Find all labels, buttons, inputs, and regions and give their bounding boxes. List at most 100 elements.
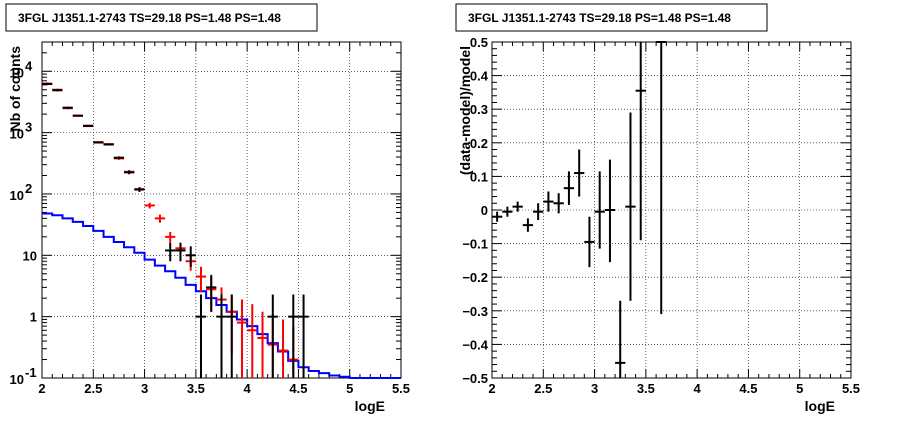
data-point bbox=[604, 159, 616, 263]
x-tick-label: 5 bbox=[796, 381, 803, 396]
y-axis-title: Nb of counts bbox=[7, 46, 23, 132]
data-point bbox=[52, 89, 63, 92]
data-point bbox=[134, 187, 145, 192]
grid bbox=[492, 42, 851, 378]
x-tick-label: 3 bbox=[141, 381, 148, 396]
plot-frame bbox=[491, 41, 852, 379]
y-tick-label: −0.1 bbox=[462, 237, 488, 252]
data-point bbox=[533, 203, 544, 221]
data-point bbox=[236, 299, 248, 378]
data-point bbox=[522, 218, 534, 232]
data-point bbox=[216, 294, 227, 378]
x-axis-title: logE bbox=[355, 398, 385, 414]
x-tick-label: 3.5 bbox=[187, 381, 205, 396]
y-tick-exponent: -1 bbox=[25, 365, 37, 380]
y-tick-label: 0.4 bbox=[470, 69, 489, 84]
x-tick-label: 4.5 bbox=[289, 381, 307, 396]
x-tick-label: 2 bbox=[488, 381, 495, 396]
data-point bbox=[226, 294, 237, 378]
data-point bbox=[247, 304, 258, 378]
data-point bbox=[277, 319, 289, 378]
y-tick-label: 10 2 bbox=[10, 181, 33, 203]
data-point bbox=[553, 193, 564, 214]
y-tick-label: 0.5 bbox=[470, 35, 488, 50]
y-tick-label: −0.4 bbox=[462, 337, 488, 352]
data-point bbox=[625, 112, 636, 301]
chart-title: 3FGL J1351.1-2743 TS=29.18 PS=1.48 PS=1.… bbox=[468, 11, 731, 25]
y-tick-label: 10 -1 bbox=[10, 365, 37, 387]
x-tick-label: 2.5 bbox=[84, 381, 102, 396]
data-point bbox=[62, 106, 73, 109]
x-tick-label: 3 bbox=[591, 381, 598, 396]
x-tick-label: 5.5 bbox=[392, 381, 410, 396]
y-tick-exponent: 4 bbox=[25, 58, 33, 73]
x-axis: 2 2.5 3 3.5 4 4.5 5 5.5 logE bbox=[488, 42, 860, 414]
y-tick-label: 10 4 bbox=[10, 58, 33, 80]
y-tick-label: 0.2 bbox=[470, 136, 488, 151]
x-tick-label: 2.5 bbox=[534, 381, 552, 396]
y-tick-label: 0 bbox=[481, 203, 488, 218]
data-point bbox=[512, 201, 523, 212]
data-point bbox=[165, 231, 176, 243]
y-axis: −0.5 −0.4 −0.3 −0.2 −0.1 0 0.1 0.2 0.3 0.4 0.5(dat… bbox=[457, 35, 851, 386]
data-point bbox=[267, 294, 278, 378]
y-tick-label: 10 3 bbox=[10, 120, 33, 142]
y-tick-exponent: 3 bbox=[25, 120, 32, 135]
title-box bbox=[5, 3, 318, 32]
x-tick-label: 3.5 bbox=[637, 381, 655, 396]
series-3 bbox=[42, 82, 309, 378]
y-tick-base: 10 bbox=[10, 127, 24, 142]
x-tick-label: 4 bbox=[244, 381, 252, 396]
chart-panel-2: 3FGL J1351.1-2743 TS=29.18 PS=1.48 PS=1.… bbox=[455, 3, 860, 414]
data-point bbox=[492, 211, 503, 222]
data-point bbox=[175, 242, 186, 262]
data-point bbox=[144, 202, 155, 209]
data-point bbox=[298, 294, 309, 378]
data-point bbox=[195, 294, 207, 378]
y-tick-base: 10 bbox=[10, 188, 24, 203]
x-tick-label: 5 bbox=[346, 381, 353, 396]
data-point bbox=[195, 266, 207, 293]
data-point bbox=[594, 171, 605, 249]
chart-panel-1: 3FGL J1351.1-2743 TS=29.18 PS=1.48 PS=1.… bbox=[5, 3, 410, 414]
data-point bbox=[83, 125, 94, 128]
data-point bbox=[124, 170, 135, 175]
y-tick-base: 10 bbox=[23, 248, 37, 263]
x-tick-label: 4.5 bbox=[739, 381, 757, 396]
data-point bbox=[257, 311, 268, 378]
y-tick-base: 10 bbox=[10, 372, 24, 387]
data-point bbox=[563, 171, 575, 205]
x-tick-label: 5.5 bbox=[842, 381, 860, 396]
data-point bbox=[543, 191, 554, 212]
data-point bbox=[584, 216, 595, 268]
y-tick-label: −0.2 bbox=[462, 270, 488, 285]
data-point bbox=[42, 82, 53, 86]
data-point bbox=[502, 206, 513, 217]
y-tick-base: 1 bbox=[30, 310, 37, 325]
data-point bbox=[113, 156, 125, 160]
data-point bbox=[154, 214, 166, 223]
x-tick-label: 2 bbox=[38, 381, 45, 396]
y-tick-label: 0.1 bbox=[470, 169, 488, 184]
data-point bbox=[574, 149, 585, 197]
y-tick-label: 0.3 bbox=[470, 102, 488, 117]
y-axis-title: (data-model)/model bbox=[457, 46, 473, 175]
data-point bbox=[165, 242, 176, 262]
y-tick-label: −0.3 bbox=[462, 304, 488, 319]
x-axis: 2 2.5 3 3.5 4 4.5 5 5.5 logE bbox=[38, 42, 410, 414]
y-tick-base: 10 bbox=[10, 65, 24, 80]
data-point bbox=[72, 114, 84, 117]
chart-title: 3FGL J1351.1-2743 TS=29.18 PS=1.48 PS=1.… bbox=[18, 11, 281, 25]
y-tick-label: −0.5 bbox=[462, 371, 488, 386]
x-tick-label: 4 bbox=[694, 381, 702, 396]
y-tick-exponent: 2 bbox=[25, 181, 32, 196]
series-1 bbox=[492, 41, 667, 378]
title-box bbox=[455, 3, 768, 32]
data-point bbox=[185, 246, 196, 267]
data-point bbox=[615, 300, 626, 378]
data-point bbox=[656, 41, 667, 315]
x-axis-title: logE bbox=[805, 398, 835, 414]
data-point bbox=[635, 42, 646, 241]
